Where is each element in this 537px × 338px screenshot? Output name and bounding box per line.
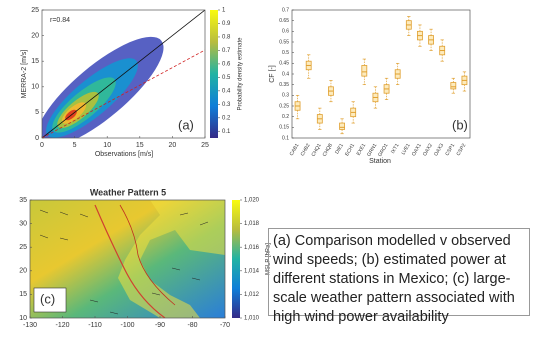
x-tick-label: -130 xyxy=(23,322,37,329)
panel-label: (b) xyxy=(452,117,468,132)
colorbar-tick-label: 1,010 xyxy=(244,316,260,322)
y-axis-label: CF [-] xyxy=(269,65,276,83)
y-tick-label: 35 xyxy=(19,197,27,204)
x-tick-label: CHB2 xyxy=(300,142,312,157)
y-tick-label: 30 xyxy=(19,220,27,227)
x-tick-label: 25 xyxy=(201,142,209,149)
y-tick-label: 10 xyxy=(31,84,39,91)
colorbar-tick-label: 0.3 xyxy=(222,102,231,108)
y-axis-label: MERRA-2 [m/s] xyxy=(21,50,28,99)
x-tick-label: 0 xyxy=(40,142,44,149)
x-tick-label: -90 xyxy=(155,322,165,329)
x-tick-label: LVE1 xyxy=(401,142,412,155)
y-tick-label: 0.45 xyxy=(279,61,289,67)
x-tick-label: 15 xyxy=(136,142,144,149)
y-tick-label: 0.1 xyxy=(282,135,289,141)
x-tick-label: DIE1 xyxy=(334,142,345,155)
x-tick-label: -70 xyxy=(220,322,230,329)
label-box xyxy=(33,287,67,313)
y-tick-label: 0.2 xyxy=(282,114,289,120)
colorbar xyxy=(232,200,240,318)
x-tick-label: OAX3 xyxy=(433,142,445,157)
box xyxy=(339,122,345,130)
colorbar-tick-label: 0.7 xyxy=(222,48,231,54)
y-tick-label: 0 xyxy=(35,135,39,142)
caption: (a) Comparison modelled v observed wind … xyxy=(268,228,530,325)
y-tick-label: 10 xyxy=(19,315,27,322)
colorbar-tick-label: 0.1 xyxy=(222,129,231,135)
y-tick-label: 20 xyxy=(19,268,27,275)
x-tick-label: GRO1 xyxy=(377,142,389,157)
colorbar-tick-label: 0.6 xyxy=(222,61,231,67)
x-tick-label: 10 xyxy=(103,142,111,149)
x-tick-label: -100 xyxy=(120,322,134,329)
x-tick-label: -80 xyxy=(187,322,197,329)
x-tick-label: 5 xyxy=(73,142,77,149)
annotation: r=0.84 xyxy=(50,17,70,24)
colorbar-tick-label: 0.9 xyxy=(222,21,231,27)
y-tick-label: 0.25 xyxy=(279,103,289,109)
y-tick-label: 0.5 xyxy=(282,50,289,56)
x-tick-label: CAB1 xyxy=(289,142,301,157)
density-cloud xyxy=(42,10,205,138)
colorbar xyxy=(210,10,218,138)
x-axis-label: Station xyxy=(369,158,391,165)
x-tick-label: ECH1 xyxy=(344,142,356,157)
y-tick-label: 5 xyxy=(35,109,39,116)
x-tick-label: 20 xyxy=(169,142,177,149)
y-tick-label: 0.6 xyxy=(282,29,289,35)
colorbar-tick-label: 0.2 xyxy=(222,115,231,121)
x-axis-label: Observations [m/s] xyxy=(95,151,153,158)
colorbar-tick-label: 1,018 xyxy=(244,221,260,227)
y-tick-label: 15 xyxy=(19,291,27,298)
x-tick-label: -120 xyxy=(55,322,69,329)
box xyxy=(361,65,368,77)
colorbar-tick-label: 1 xyxy=(222,8,226,14)
chart-title: Weather Pattern 5 xyxy=(90,187,166,197)
x-tick-label: IXT1 xyxy=(390,142,401,154)
y-tick-label: 0.3 xyxy=(282,93,289,99)
y-tick-label: 25 xyxy=(19,244,27,251)
colorbar-tick-label: 0.8 xyxy=(222,35,231,41)
x-tick-label: CSP1 xyxy=(444,142,456,157)
colorbar-tick-label: 1,012 xyxy=(244,292,260,298)
y-tick-label: 0.7 xyxy=(282,7,289,13)
colorbar-tick-label: 0.4 xyxy=(222,88,231,94)
colorbar-tick-label: 1,014 xyxy=(244,268,260,274)
x-tick-label: CHQ8 xyxy=(322,142,334,157)
panel-label: (c) xyxy=(40,291,55,306)
colorbar-tick-label: 0.5 xyxy=(222,75,231,81)
colorbar-tick-label: 1,016 xyxy=(244,245,260,251)
y-tick-label: 0.65 xyxy=(279,18,289,24)
plot-frame xyxy=(41,9,206,139)
y-tick-label: 25 xyxy=(31,7,39,14)
x-tick-label: EXE1 xyxy=(356,142,368,156)
x-tick-label: OAX1 xyxy=(411,142,423,157)
y-tick-label: 0.15 xyxy=(279,125,289,131)
y-tick-label: 20 xyxy=(31,32,39,39)
colorbar-label: Probability density estimate xyxy=(238,37,244,111)
box xyxy=(450,82,457,90)
y-tick-label: 15 xyxy=(31,58,39,65)
x-tick-label: OAX2 xyxy=(422,142,434,157)
y-tick-label: 0.4 xyxy=(282,71,289,77)
x-tick-label: CSP2 xyxy=(456,142,468,157)
panel-label: (a) xyxy=(178,117,194,132)
y-tick-label: 0.55 xyxy=(279,39,289,45)
x-tick-label: -110 xyxy=(88,322,102,329)
map xyxy=(30,200,225,318)
y-tick-label: 0.35 xyxy=(279,82,289,88)
colorbar-tick-label: 1,020 xyxy=(244,198,260,204)
